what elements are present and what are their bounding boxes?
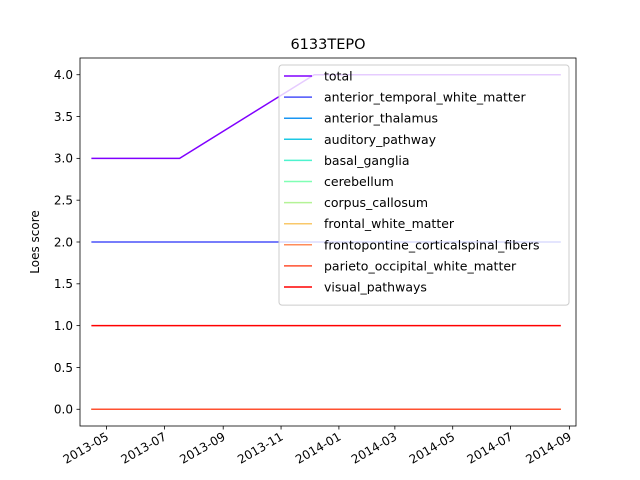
legend-label: basal_ganglia <box>324 153 410 168</box>
y-tick-label: 2.0 <box>54 235 73 249</box>
y-tick-label: 1.5 <box>54 277 73 291</box>
y-tick-label: 3.5 <box>54 110 73 124</box>
y-tick-label: 0.5 <box>54 361 73 375</box>
legend-label: total <box>324 69 353 84</box>
legend-label: cerebellum <box>324 174 394 189</box>
legend-label: visual_pathways <box>324 280 427 295</box>
y-tick-label: 0.0 <box>54 403 73 417</box>
legend-label: auditory_pathway <box>324 132 437 147</box>
y-axis-label: Loes score <box>28 210 42 274</box>
legend-label: anterior_thalamus <box>324 111 438 126</box>
legend-label: anterior_temporal_white_matter <box>324 90 526 105</box>
legend-label: frontal_white_matter <box>324 216 455 231</box>
y-tick-label: 2.5 <box>54 193 73 207</box>
legend: total anterior_temporal_white_matteranter… <box>278 64 570 306</box>
y-tick-label: 4.0 <box>54 68 73 82</box>
chart-title: 6133TEPO <box>290 37 365 53</box>
legend-label: frontopontine_corticalspinal_fibers <box>324 237 540 252</box>
y-tick-label: 1.0 <box>54 319 73 333</box>
legend-box <box>278 64 570 306</box>
y-tick-label: 3.0 <box>54 152 73 166</box>
legend-label: corpus_callosum <box>324 195 428 210</box>
legend-label: parieto_occipital_white_matter <box>324 258 517 273</box>
